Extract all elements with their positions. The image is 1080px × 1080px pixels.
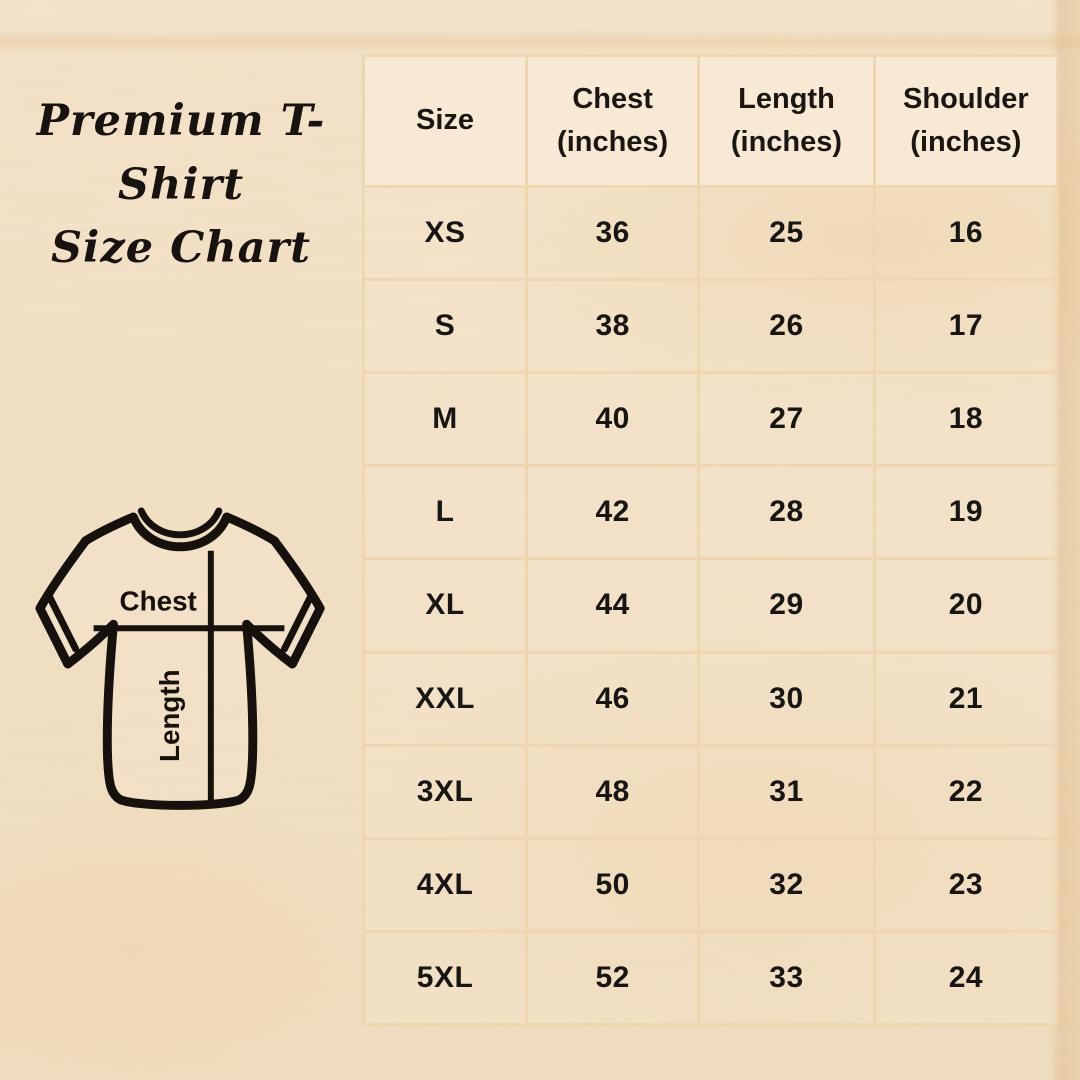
table-row: XXL 46 30 21 bbox=[361, 650, 1060, 747]
chest-cell: 36 bbox=[525, 184, 701, 282]
table-row: L 42 28 19 bbox=[361, 464, 1060, 561]
size-cell: 5XL bbox=[361, 929, 529, 1027]
chest-cell: 38 bbox=[525, 278, 701, 375]
left-cuff-line bbox=[45, 591, 80, 653]
shoulder-cell: 18 bbox=[872, 371, 1060, 468]
chest-measure-label: Chest bbox=[120, 585, 197, 616]
shoulder-cell: 20 bbox=[872, 557, 1060, 654]
chest-cell: 42 bbox=[525, 464, 701, 561]
shoulder-cell: 22 bbox=[872, 743, 1060, 840]
size-cell: 4XL bbox=[361, 836, 529, 933]
length-cell: 28 bbox=[697, 464, 876, 561]
table-header-row: Size Chest (inches) Length (inches) Shou… bbox=[361, 54, 1060, 188]
size-cell: XL bbox=[361, 557, 529, 654]
col-header-size: Size bbox=[361, 54, 529, 188]
length-cell: 25 bbox=[697, 184, 876, 282]
chest-cell: 40 bbox=[525, 371, 701, 468]
page-title: Premium T-Shirt Size Chart bbox=[0, 90, 362, 281]
size-cell: S bbox=[361, 278, 529, 375]
size-cell: 3XL bbox=[361, 743, 529, 840]
chest-cell: 48 bbox=[525, 743, 701, 840]
right-cuff-line bbox=[280, 591, 315, 653]
chest-cell: 46 bbox=[525, 650, 701, 747]
length-cell: 31 bbox=[697, 743, 876, 840]
length-cell: 33 bbox=[697, 929, 876, 1027]
length-cell: 26 bbox=[697, 278, 876, 375]
table-row: 4XL 50 32 23 bbox=[361, 836, 1060, 933]
page-title-line2: Size Chart bbox=[50, 223, 311, 274]
shoulder-cell: 24 bbox=[872, 929, 1060, 1027]
table-row: S 38 26 17 bbox=[361, 278, 1060, 375]
shoulder-cell: 21 bbox=[872, 650, 1060, 747]
length-measure-label: Length bbox=[154, 669, 185, 762]
col-header-length: Length (inches) bbox=[697, 54, 876, 188]
tshirt-measurement-diagram: Chest Length bbox=[28, 498, 346, 830]
length-cell: 32 bbox=[697, 836, 876, 933]
size-cell: M bbox=[361, 371, 529, 468]
page-title-line1: Premium T-Shirt bbox=[36, 96, 326, 210]
shoulder-cell: 19 bbox=[872, 464, 1060, 561]
shoulder-cell: 16 bbox=[872, 184, 1060, 282]
table-row: XL 44 29 20 bbox=[361, 557, 1060, 654]
size-cell: XS bbox=[361, 184, 529, 282]
tshirt-icon: Chest Length bbox=[35, 507, 325, 810]
tshirt-outline bbox=[35, 512, 325, 810]
chest-cell: 50 bbox=[525, 836, 701, 933]
shoulder-cell: 17 bbox=[872, 278, 1060, 375]
col-header-chest: Chest (inches) bbox=[525, 54, 701, 188]
size-cell: XXL bbox=[361, 650, 529, 747]
size-cell: L bbox=[361, 464, 529, 561]
table-row: XS 36 25 16 bbox=[361, 184, 1060, 282]
table-row: 3XL 48 31 22 bbox=[361, 743, 1060, 840]
table-row: M 40 27 18 bbox=[361, 371, 1060, 468]
size-chart-table: Size Chest (inches) Length (inches) Shou… bbox=[361, 54, 1060, 1027]
table-row: 5XL 52 33 24 bbox=[361, 929, 1060, 1027]
chest-cell: 52 bbox=[525, 929, 701, 1027]
length-cell: 29 bbox=[697, 557, 876, 654]
length-cell: 27 bbox=[697, 371, 876, 468]
collar-inner-line bbox=[137, 507, 223, 539]
col-header-shoulder: Shoulder (inches) bbox=[872, 54, 1060, 188]
length-cell: 30 bbox=[697, 650, 876, 747]
chest-cell: 44 bbox=[525, 557, 701, 654]
shoulder-cell: 23 bbox=[872, 836, 1060, 933]
